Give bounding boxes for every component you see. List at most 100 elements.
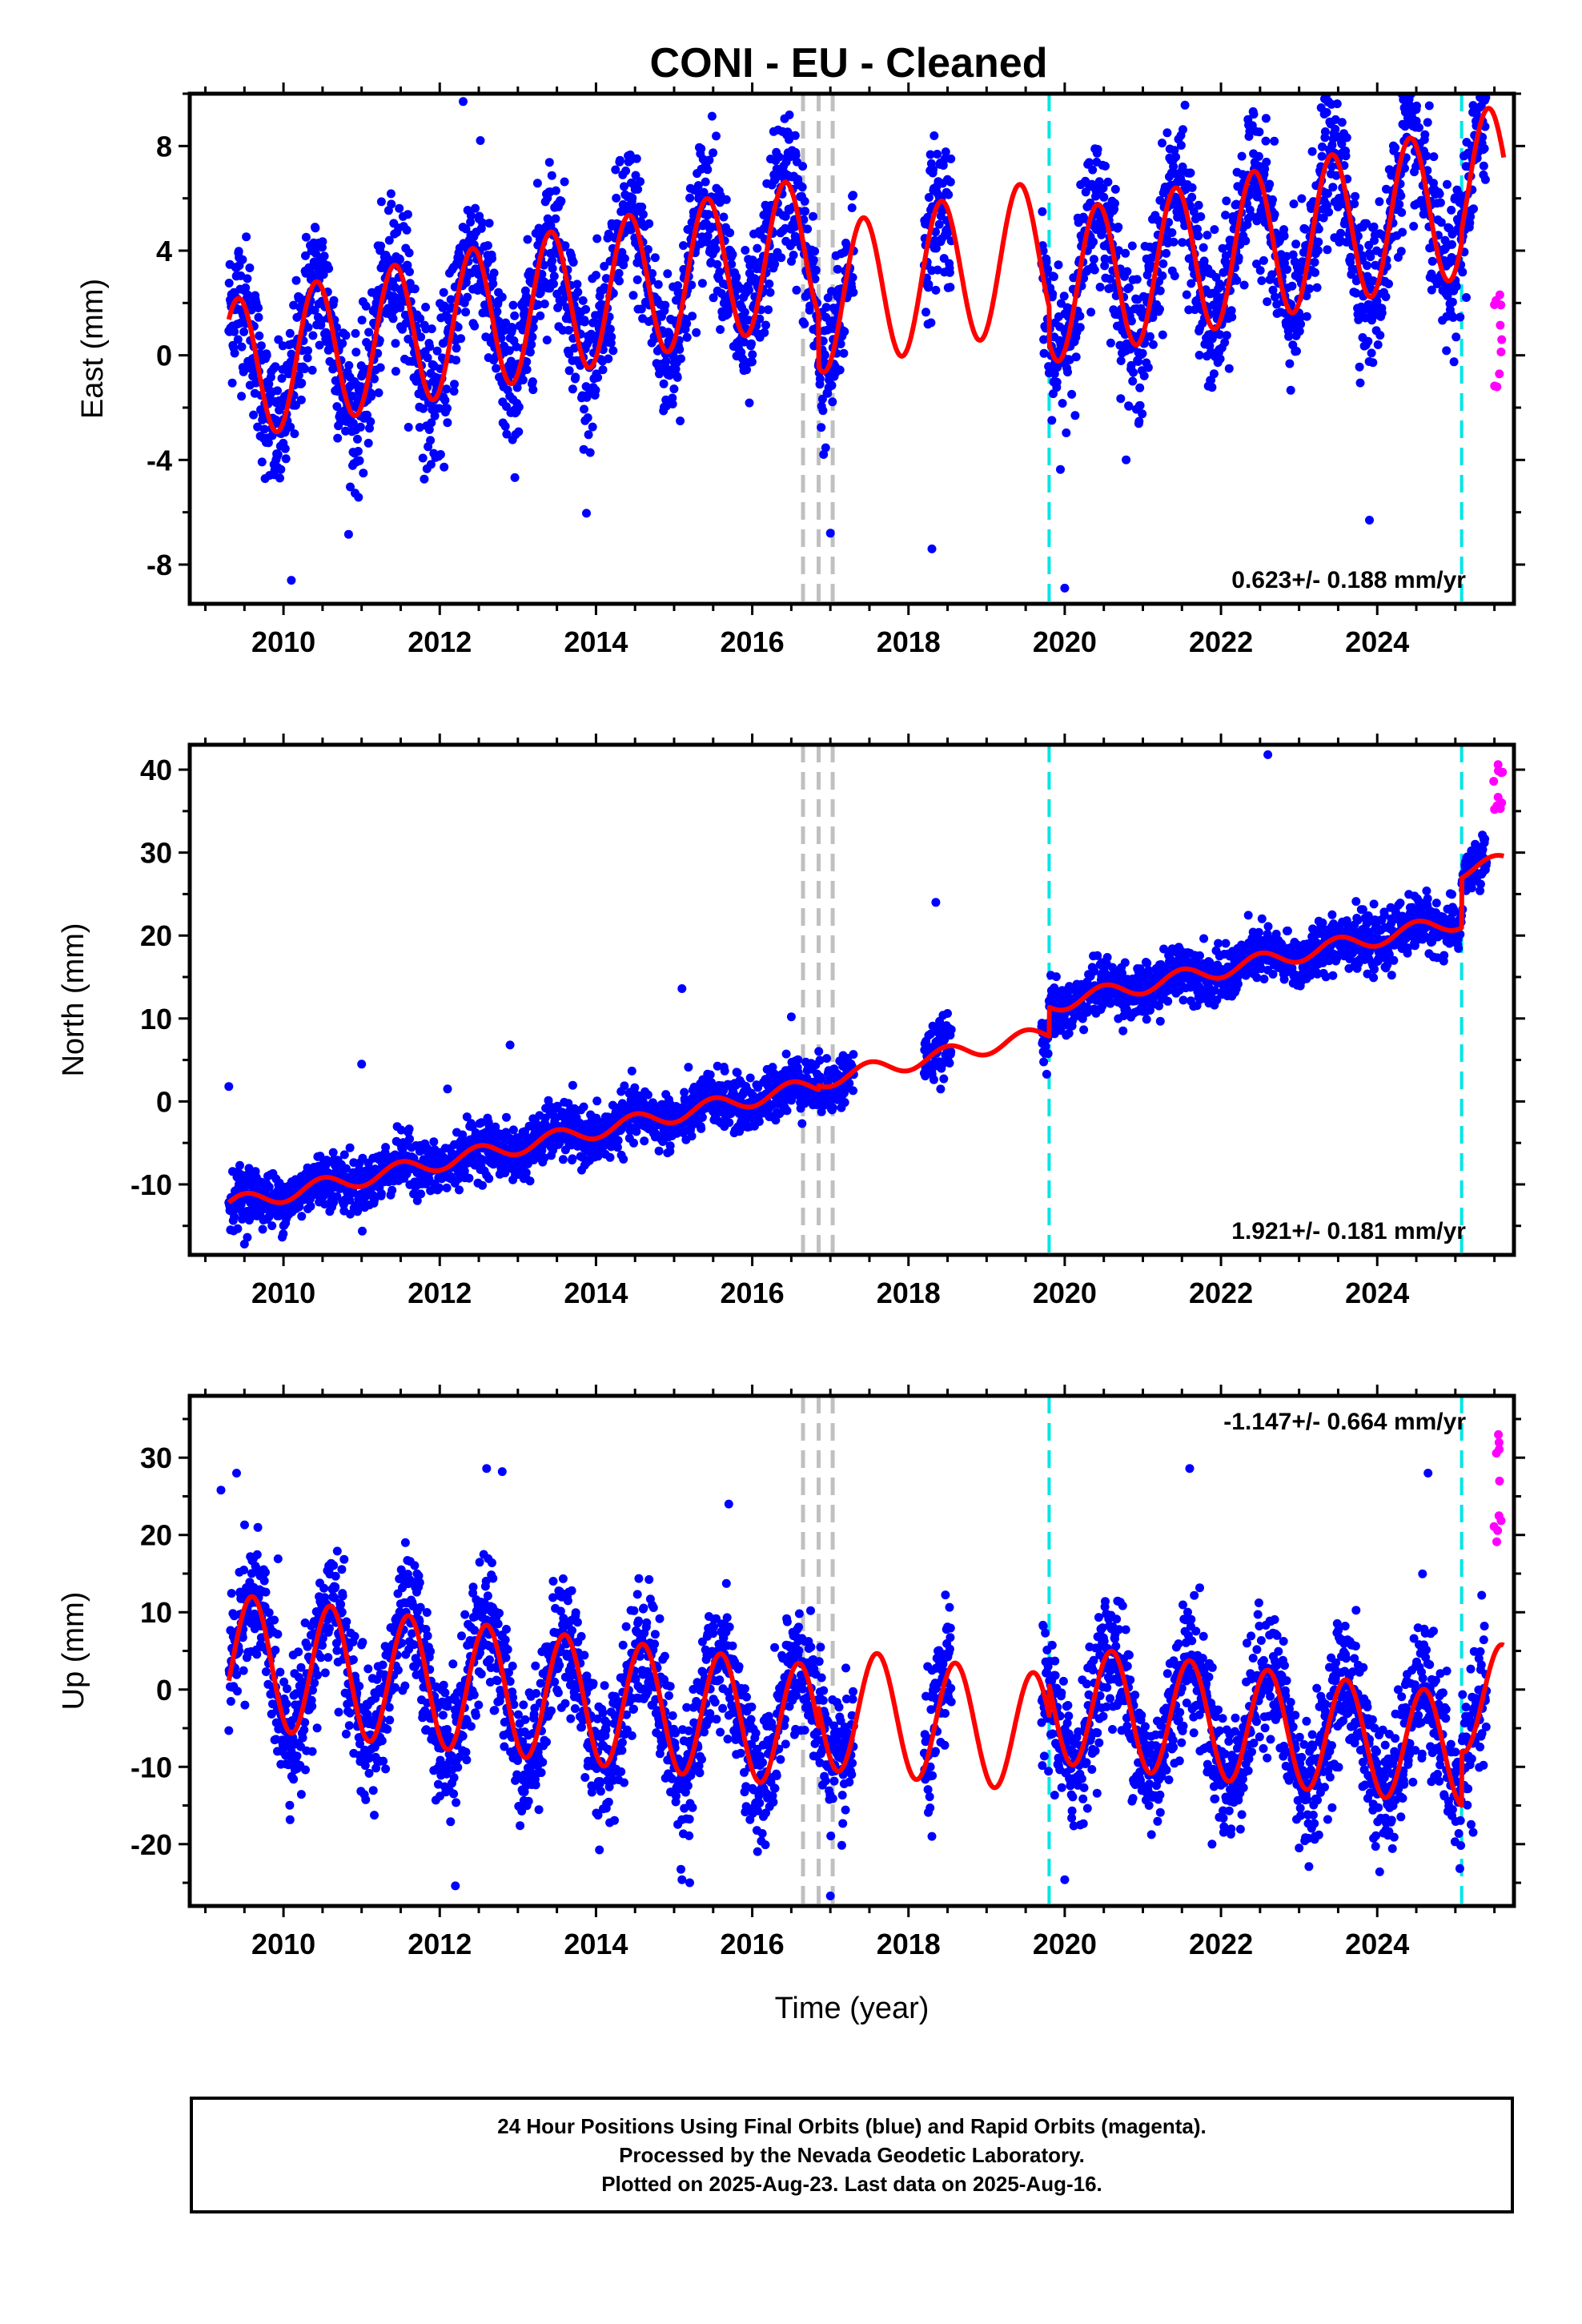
east-data-point (809, 211, 817, 221)
east-data-point (315, 340, 324, 350)
east-data-point (452, 344, 461, 353)
east-data-point (424, 425, 434, 434)
east-data-point (1124, 283, 1134, 292)
east-data-point (1397, 207, 1407, 217)
east-data-point (682, 332, 692, 342)
east-data-point (604, 354, 613, 364)
east-data-point (528, 332, 537, 342)
east-data-point (341, 426, 351, 436)
east-data-point (1221, 211, 1231, 220)
east-data-point (1320, 127, 1330, 136)
east-data-point (329, 296, 339, 305)
east-data-point (725, 228, 735, 238)
east-y-tick-label: -4 (147, 444, 172, 476)
east-data-point (1239, 280, 1249, 290)
east-data-point (365, 424, 374, 433)
east-data-point (318, 237, 327, 247)
east-data-point (1194, 200, 1203, 210)
east-data-point (785, 111, 794, 119)
east-data-point (1367, 348, 1376, 358)
east-data-point (582, 509, 591, 518)
east-data-point (416, 314, 425, 324)
north-plot-area (224, 745, 1508, 1255)
north-data-point (429, 1137, 439, 1147)
east-y-tick-label: 8 (156, 130, 172, 163)
east-data-point (481, 332, 491, 342)
east-data-point (376, 197, 386, 207)
east-data-point (1391, 143, 1400, 152)
east-data-point (818, 336, 828, 346)
east-data-point (332, 402, 342, 412)
east-data-point (1323, 245, 1332, 255)
east-data-point (450, 380, 459, 389)
east-data-point (256, 341, 266, 351)
east-data-point (1071, 352, 1081, 362)
east-data-point (650, 253, 660, 263)
east-data-point (540, 260, 548, 270)
east-data-point (470, 321, 480, 331)
east-data-point (1162, 128, 1172, 138)
east-data-point (685, 193, 695, 203)
east-data-point (827, 380, 837, 390)
east-data-point (781, 211, 790, 221)
east-data-point (387, 199, 396, 209)
east-data-point (628, 291, 638, 300)
east-data-point (760, 328, 769, 337)
east-data-point (1305, 284, 1315, 293)
north-data-point (279, 1229, 288, 1239)
east-data-point (273, 450, 283, 459)
east-data-point (294, 371, 303, 380)
east-data-point (849, 191, 857, 200)
east-data-point (1355, 362, 1364, 372)
east-data-point (500, 326, 509, 336)
east-data-point (1138, 409, 1147, 419)
east-data-point (1158, 259, 1168, 268)
east-data-point (653, 279, 663, 289)
east-data-point (497, 292, 507, 302)
north-data-point (687, 1132, 697, 1141)
north-data-point (306, 1201, 315, 1211)
east-y-tick-label: 0 (156, 340, 172, 372)
east-data-point (1449, 357, 1459, 367)
north-data-point (404, 1124, 414, 1134)
north-data-point (720, 1066, 729, 1076)
north-data-point (782, 1106, 792, 1116)
east-data-point (348, 419, 358, 428)
east-data-point (1398, 227, 1407, 237)
east-data-point (1127, 241, 1137, 251)
east-data-point (675, 344, 685, 354)
east-data-point (1180, 100, 1190, 110)
east-data-point (728, 250, 737, 259)
east-outlier-point (459, 97, 468, 107)
east-data-point (343, 529, 353, 539)
east-rapid-point (1492, 382, 1502, 392)
east-data-point (564, 349, 574, 359)
east-data-point (1114, 223, 1123, 231)
east-data-point (593, 372, 603, 382)
east-data-point (1270, 210, 1279, 219)
east-data-point (484, 219, 494, 228)
east-data-point (1203, 231, 1212, 240)
east-data-point (237, 342, 247, 352)
east-data-point (452, 356, 461, 365)
north-data-point (781, 1049, 791, 1059)
north-data-point (508, 1125, 518, 1135)
east-rapid-point (1492, 296, 1501, 305)
east-data-point (699, 187, 709, 197)
east-data-point (636, 304, 646, 314)
east-data-point (770, 259, 780, 269)
east-data-point (921, 308, 930, 317)
east-data-point (483, 241, 492, 251)
east-data-point (1395, 80, 1404, 89)
east-data-point (1482, 79, 1491, 88)
east-data-point (329, 359, 339, 368)
east-data-point (1447, 205, 1456, 215)
east-data-point (303, 353, 312, 363)
east-data-point (551, 214, 560, 223)
east-data-point (1279, 231, 1289, 241)
east-data-point (931, 285, 941, 295)
east-data-point (307, 365, 317, 375)
east-data-point (1409, 222, 1419, 231)
east-data-point (243, 274, 252, 283)
east-data-point (1429, 152, 1439, 162)
